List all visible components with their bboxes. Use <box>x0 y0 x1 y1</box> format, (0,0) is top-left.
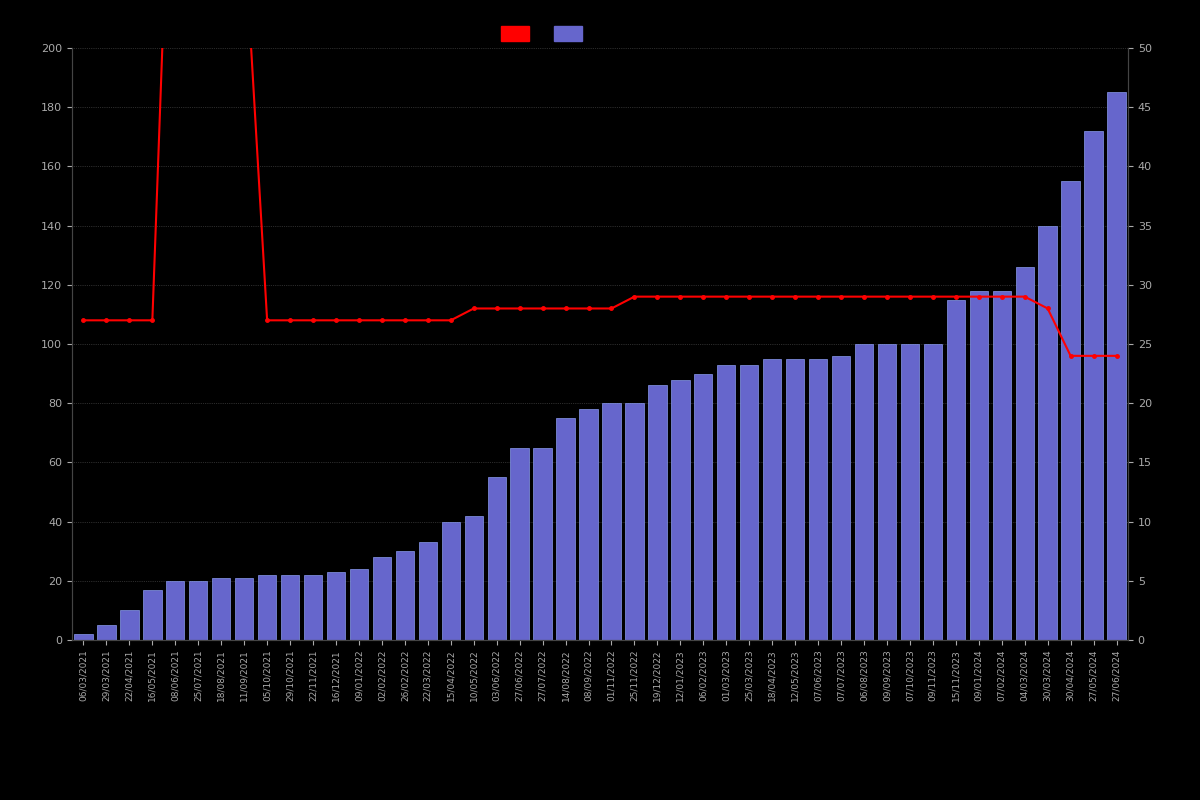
Bar <box>877 344 896 640</box>
Bar <box>349 569 368 640</box>
Bar <box>97 626 115 640</box>
Bar <box>809 359 827 640</box>
Bar <box>120 610 138 640</box>
Bar <box>487 477 506 640</box>
Bar <box>235 578 253 640</box>
Bar <box>924 344 942 640</box>
Bar <box>1085 131 1103 640</box>
Bar <box>718 365 736 640</box>
Bar <box>901 344 919 640</box>
Bar <box>602 403 620 640</box>
Bar <box>419 542 437 640</box>
Bar <box>166 581 185 640</box>
Bar <box>1062 182 1080 640</box>
Bar <box>1038 226 1057 640</box>
Bar <box>74 634 92 640</box>
Bar <box>1108 92 1126 640</box>
Bar <box>304 575 323 640</box>
Bar <box>281 575 299 640</box>
Bar <box>442 522 460 640</box>
Bar <box>143 590 162 640</box>
Bar <box>671 379 690 640</box>
Bar <box>763 359 781 640</box>
Bar <box>396 551 414 640</box>
Bar <box>832 356 851 640</box>
Bar <box>625 403 643 640</box>
Bar <box>580 409 598 640</box>
Bar <box>648 386 666 640</box>
Bar <box>1015 267 1034 640</box>
Bar <box>970 290 988 640</box>
Bar <box>947 300 965 640</box>
Legend: , : , <box>494 19 600 48</box>
Bar <box>510 448 529 640</box>
Bar <box>534 448 552 640</box>
Bar <box>326 572 346 640</box>
Bar <box>373 557 391 640</box>
Bar <box>854 344 874 640</box>
Bar <box>740 365 758 640</box>
Bar <box>190 581 208 640</box>
Bar <box>464 516 482 640</box>
Bar <box>694 374 713 640</box>
Bar <box>557 418 575 640</box>
Bar <box>258 575 276 640</box>
Bar <box>992 290 1010 640</box>
Bar <box>212 578 230 640</box>
Bar <box>786 359 804 640</box>
